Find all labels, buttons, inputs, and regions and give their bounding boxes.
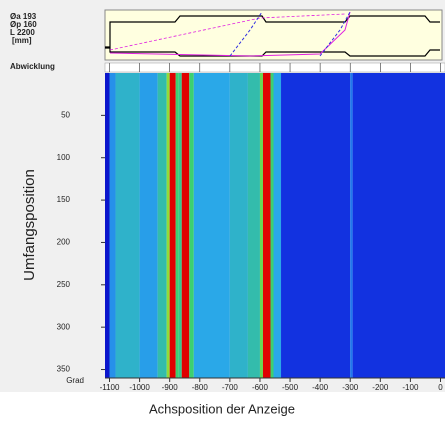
x-axis-label: Achsposition der Anzeige xyxy=(149,401,295,416)
heat-cell xyxy=(262,73,271,378)
x-tick-label: -800 xyxy=(192,383,209,392)
annotation: [mm] xyxy=(12,36,32,45)
heat-cell xyxy=(109,73,116,378)
x-tick-label: -400 xyxy=(312,383,329,392)
heat-cell xyxy=(169,73,176,378)
annotation: Abwicklung xyxy=(10,62,55,71)
x-tick-label: -100 xyxy=(402,383,419,392)
x-tick-label: -600 xyxy=(252,383,269,392)
heatmap xyxy=(105,73,445,378)
y-tick-label: 200 xyxy=(57,238,71,247)
y-tick-label: 50 xyxy=(61,110,70,119)
profile-line xyxy=(105,15,440,48)
x-tick-label: -1000 xyxy=(129,383,150,392)
x-tick-label: 0 xyxy=(438,383,443,392)
heat-cell xyxy=(175,73,179,378)
heat-cell xyxy=(193,73,230,378)
y-tick-label: 350 xyxy=(57,365,71,374)
y-axis-label: Umfangsposition xyxy=(21,169,38,281)
heat-cell xyxy=(273,73,282,378)
annotation: Øp 160 xyxy=(10,20,37,29)
y-unit: Grad xyxy=(66,376,84,385)
y-tick-label: 150 xyxy=(57,195,71,204)
footer-background xyxy=(0,392,445,426)
heat-cell xyxy=(166,73,170,378)
profile-line xyxy=(105,47,440,57)
ruler xyxy=(104,62,445,73)
heat-cell xyxy=(181,73,190,378)
heat-cell xyxy=(247,73,260,378)
y-tick-label: 300 xyxy=(57,322,71,331)
guide-line xyxy=(319,11,351,57)
x-tick-label: -700 xyxy=(222,383,239,392)
heat-cell xyxy=(352,73,445,378)
x-tick-label: -300 xyxy=(342,383,359,392)
heat-cell xyxy=(178,73,182,378)
heat-cell xyxy=(259,73,263,378)
y-tick-label: 250 xyxy=(57,280,71,289)
x-tick-label: -1100 xyxy=(100,383,120,392)
heat-cell xyxy=(157,73,167,378)
x-tick-label: -200 xyxy=(372,383,389,392)
x-tick-label: -500 xyxy=(282,383,299,392)
heat-cell xyxy=(270,73,274,378)
y-tick-label: 100 xyxy=(57,153,71,162)
annotation: Øa 193 xyxy=(10,12,37,21)
heat-cell xyxy=(189,73,194,378)
heat-cell xyxy=(105,73,110,378)
guide-line xyxy=(109,11,351,57)
heat-cell xyxy=(229,73,248,378)
heat-cell xyxy=(139,73,158,378)
heat-cell xyxy=(115,73,140,378)
annotation: L 2200 xyxy=(10,28,35,37)
heat-cell xyxy=(281,73,351,378)
x-tick-label: -900 xyxy=(162,383,179,392)
profile-panel xyxy=(104,9,443,61)
guide-line xyxy=(229,11,263,57)
heat-cell xyxy=(350,73,353,378)
guide-line xyxy=(109,13,346,51)
